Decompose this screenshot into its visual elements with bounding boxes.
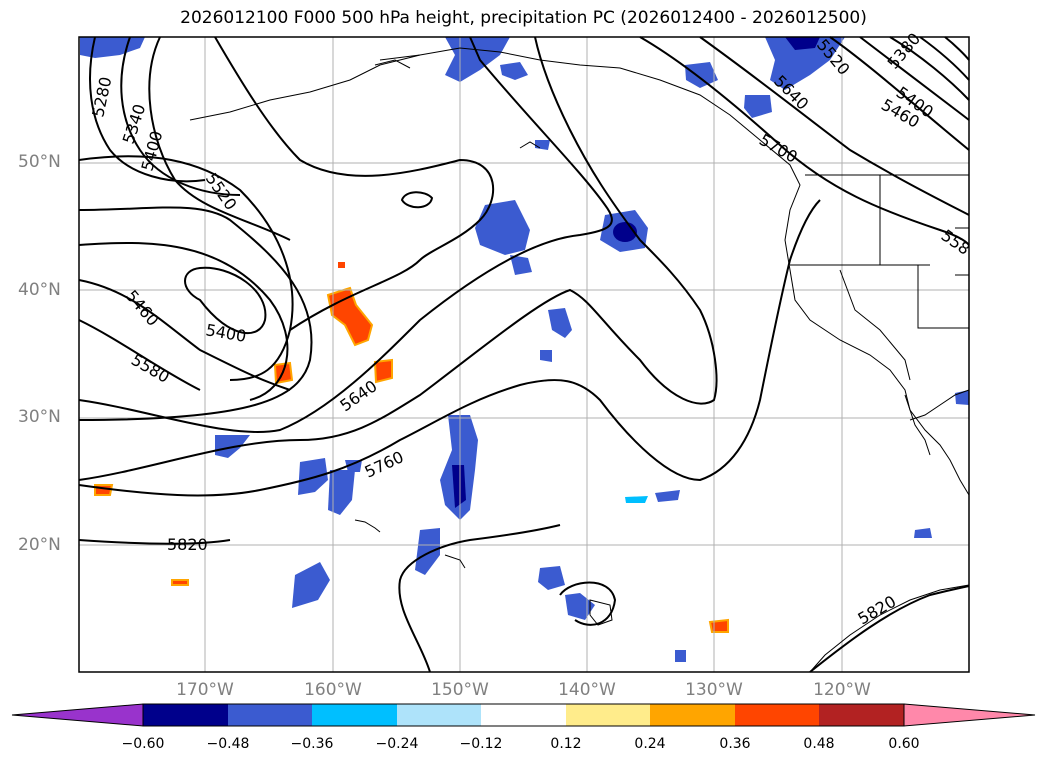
colorbar [11,703,1036,727]
precip-area [538,566,565,590]
colorbar-tick-label: −0.48 [206,736,250,752]
colorbar-segment [735,704,819,726]
contour-line [944,36,970,61]
borders [790,174,970,381]
contour-line [120,36,241,196]
colorbar-tick-label: −0.24 [375,736,419,752]
lon-label: 170°W [176,680,234,700]
contour-line [559,581,617,626]
contour-line [809,585,970,673]
colorbar-tick-label: 0.12 [550,736,582,752]
colorbar-tick-label: 0.60 [888,736,920,752]
precip-area [675,650,686,662]
precip-area [338,262,345,268]
colorbar-tick-label: −0.36 [290,736,334,752]
precip-area [415,528,440,575]
contour-line [829,36,970,151]
lon-label: 160°W [304,680,362,700]
contour-line [919,36,970,81]
contour-label: 5820 [167,535,208,554]
precip-area [540,350,552,362]
contour-line [148,36,291,241]
contour-line [78,206,313,421]
precip-area [345,460,362,472]
contour-line [398,524,561,673]
colorbar-tick-label: −0.60 [121,736,165,752]
lat-label: 30°N [18,407,61,427]
contour-line [78,279,291,391]
height-contours [78,36,970,673]
colorbar-segment [143,704,228,726]
precip-area [171,579,189,586]
chart-title: 2026012100 F000 500 hPa height, precipit… [180,8,867,28]
precip-area [500,62,528,80]
precip-area [765,37,845,90]
colorbar-segment [228,704,312,726]
lon-label: 140°W [558,680,616,700]
colorbar-frame [142,703,905,727]
colorbar-tick-label: −0.12 [459,736,503,752]
contour-line [78,36,718,481]
contour-line [859,36,970,121]
lon-label: 150°W [431,680,489,700]
lat-label: 40°N [18,280,61,300]
contour-line [214,36,494,331]
precip-area [914,528,932,538]
contour-line [184,266,267,334]
colorbar-segment [650,704,735,726]
precip-area [510,255,532,275]
precip-area [475,200,530,255]
colorbar-extend-low [11,703,144,727]
lat-label: 20°N [18,535,61,555]
precip-area [373,358,393,384]
lat-label: 50°N [18,152,61,172]
colorbar-segment [312,704,397,726]
contour-line [78,539,231,545]
colorbar-segment [819,704,904,726]
colorbar-tick-label: 0.36 [719,736,751,752]
precip-area [655,490,680,502]
contour-line [889,36,970,101]
contour-line [89,36,206,183]
precip-area [625,496,648,503]
precip-area [298,458,328,495]
precip-area [708,618,729,633]
contour-line [78,155,294,381]
colorbar-tick-label: 0.24 [634,736,666,752]
contour-line [639,36,970,246]
contour-line [78,199,821,497]
map-background [79,37,969,672]
contour-line [699,36,970,216]
contour-line [78,242,289,401]
lon-label: 130°W [685,680,743,700]
precip-area [548,308,572,338]
colorbar-segment [566,704,650,726]
contour-line [400,191,434,209]
precip-area [292,562,330,608]
map-frame [78,36,970,673]
precip-area [328,470,355,515]
precip-area [785,37,820,50]
contour-line [78,319,201,391]
coastlines [189,47,970,673]
precip-core [452,465,466,508]
precip-area [744,95,772,118]
lon-label: 120°W [813,680,871,700]
colorbar-tick-label: 0.48 [803,736,835,752]
colorbar-segment [481,704,566,726]
precip-area [685,62,718,88]
colorbar-extend-high [903,703,1036,727]
contour-line [78,36,613,434]
colorbar-segment [397,704,481,726]
